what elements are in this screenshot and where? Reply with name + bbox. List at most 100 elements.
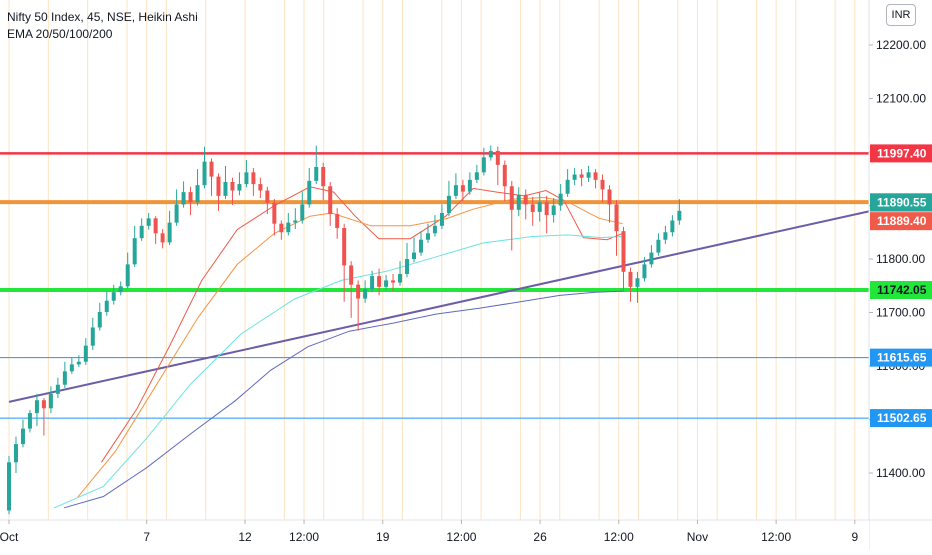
price-box-resistance-red <box>870 144 932 163</box>
candle <box>118 286 123 293</box>
candle <box>412 252 417 259</box>
x-tick-label: Oct <box>0 530 19 544</box>
candle <box>418 239 423 253</box>
candle <box>62 371 67 385</box>
candle <box>167 222 172 243</box>
x-tick-label: Nov <box>687 530 708 544</box>
price-box-support-green <box>870 281 932 300</box>
candle <box>251 172 256 185</box>
candle <box>502 164 507 187</box>
candle <box>565 179 570 194</box>
chart-legend: Nifty 50 Index, 45, NSE, Heikin Ashi EMA… <box>7 9 198 43</box>
candle <box>670 220 675 233</box>
candle <box>607 189 612 205</box>
price-box-current-0-label: 11890.55 <box>877 196 927 210</box>
candle <box>202 161 207 186</box>
candle <box>467 179 472 192</box>
candle <box>544 202 549 216</box>
y-tick-label: 11800.00 <box>876 252 925 266</box>
candle <box>279 223 284 233</box>
candle <box>237 184 242 191</box>
candle <box>307 180 312 205</box>
currency-badge[interactable]: INR <box>886 4 916 26</box>
y-tick-label: 12200.00 <box>876 38 926 52</box>
candle <box>593 172 598 180</box>
candle <box>321 166 326 187</box>
candle <box>55 384 60 394</box>
candle <box>446 195 451 213</box>
price-box-current-0 <box>870 193 932 212</box>
candle <box>384 280 389 287</box>
ema-line-ema100 <box>54 234 623 509</box>
legend-indicators: EMA 20/50/100/200 <box>7 27 113 41</box>
trendline[interactable] <box>8 208 879 403</box>
candle <box>160 233 165 243</box>
price-box-support-green-label: 11742.05 <box>877 283 927 297</box>
candle <box>83 345 88 362</box>
candle <box>621 231 626 272</box>
x-tick-label: 12:00 <box>289 530 319 544</box>
candle <box>586 172 591 178</box>
candle <box>516 194 521 210</box>
candle <box>488 150 493 158</box>
candle <box>649 252 654 265</box>
x-tick-label: 12:00 <box>446 530 476 544</box>
candle <box>635 278 640 287</box>
candle <box>111 292 116 301</box>
price-axis[interactable] <box>869 0 932 550</box>
candle <box>551 205 556 216</box>
candle <box>405 259 410 274</box>
candle <box>244 172 249 185</box>
ema-line-ema200 <box>63 290 623 509</box>
candle <box>530 204 535 212</box>
x-tick-label: 7 <box>143 530 150 544</box>
candle <box>7 462 11 511</box>
candle <box>125 264 130 287</box>
candle <box>391 280 396 283</box>
candle <box>425 233 430 240</box>
candle <box>27 413 32 429</box>
price-box-level-blue-1 <box>870 348 932 367</box>
legend-title: Nifty 50 Index, 45, NSE, Heikin Ashi <box>7 10 198 24</box>
candle <box>76 361 81 365</box>
candle <box>474 172 479 180</box>
candle <box>432 225 437 234</box>
candle <box>300 204 305 221</box>
y-tick-label: 11400.00 <box>876 466 925 480</box>
candle <box>558 193 563 206</box>
candle <box>293 220 298 223</box>
candle <box>537 202 542 212</box>
candle <box>48 393 53 409</box>
candle <box>153 218 158 234</box>
candle <box>20 428 25 445</box>
candle <box>90 327 95 346</box>
x-tick-label: 12 <box>238 530 252 544</box>
candle <box>600 179 605 190</box>
candle <box>460 185 465 192</box>
candle <box>628 271 633 287</box>
candle <box>398 273 403 283</box>
x-tick-label: 26 <box>533 530 547 544</box>
candle <box>209 161 214 177</box>
price-box-level-blue-2 <box>870 409 932 428</box>
candle <box>677 210 682 221</box>
candle <box>195 185 200 203</box>
candle <box>314 166 319 181</box>
candle <box>614 204 619 232</box>
candle <box>370 276 375 289</box>
candle <box>181 192 186 205</box>
candle <box>663 232 668 240</box>
price-box-current-1 <box>870 212 932 231</box>
candle <box>335 214 340 228</box>
x-tick-label: 19 <box>376 530 390 544</box>
time-axis[interactable] <box>0 520 869 550</box>
candle <box>377 276 382 287</box>
candle <box>223 181 228 196</box>
y-tick-label: 11700.00 <box>876 306 925 320</box>
ema-line-ema50 <box>77 196 623 498</box>
candle <box>328 186 333 215</box>
candle <box>41 400 46 409</box>
candle <box>481 157 486 173</box>
